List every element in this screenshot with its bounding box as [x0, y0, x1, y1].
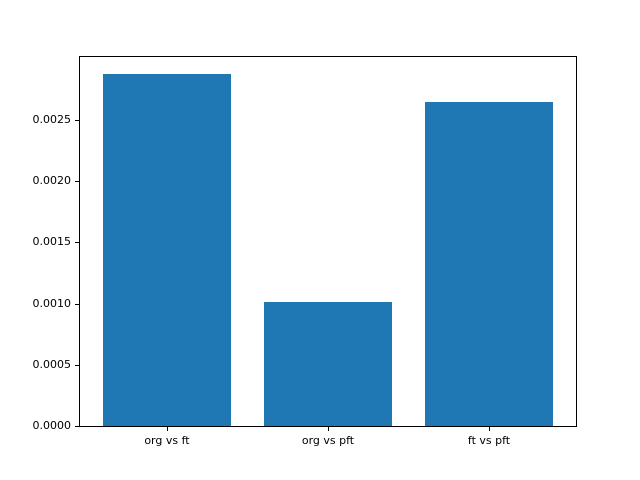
x-tick-mark: [328, 427, 329, 431]
y-tick-mark: [75, 364, 79, 366]
y-tick-label: 0.0015: [32, 235, 72, 249]
x-tick-label: ft vs pft: [467, 434, 511, 447]
y-tick-mark: [75, 303, 79, 305]
y-tick-label: 0.0000: [32, 419, 72, 432]
y-tick-mark: [75, 242, 79, 244]
y-tick-mark: [75, 181, 79, 183]
plot-area: [79, 56, 577, 427]
x-tick-label: org vs pft: [301, 434, 355, 447]
y-tick-mark: [75, 426, 79, 427]
y-tick-label: 0.0010: [32, 296, 72, 310]
bar-org-vs-ft: [102, 73, 232, 426]
y-tick-mark: [75, 120, 79, 122]
x-tick-mark: [166, 427, 168, 431]
y-tick-label: 0.0020: [32, 174, 72, 188]
bar-org-vs-pft: [263, 302, 393, 426]
y-tick-label: 0.0005: [32, 357, 72, 371]
bar-ft-vs-pft: [424, 101, 554, 426]
x-tick-mark: [489, 427, 491, 431]
y-tick-label: 0.0025: [32, 113, 72, 127]
x-tick-label: org vs ft: [144, 434, 190, 447]
